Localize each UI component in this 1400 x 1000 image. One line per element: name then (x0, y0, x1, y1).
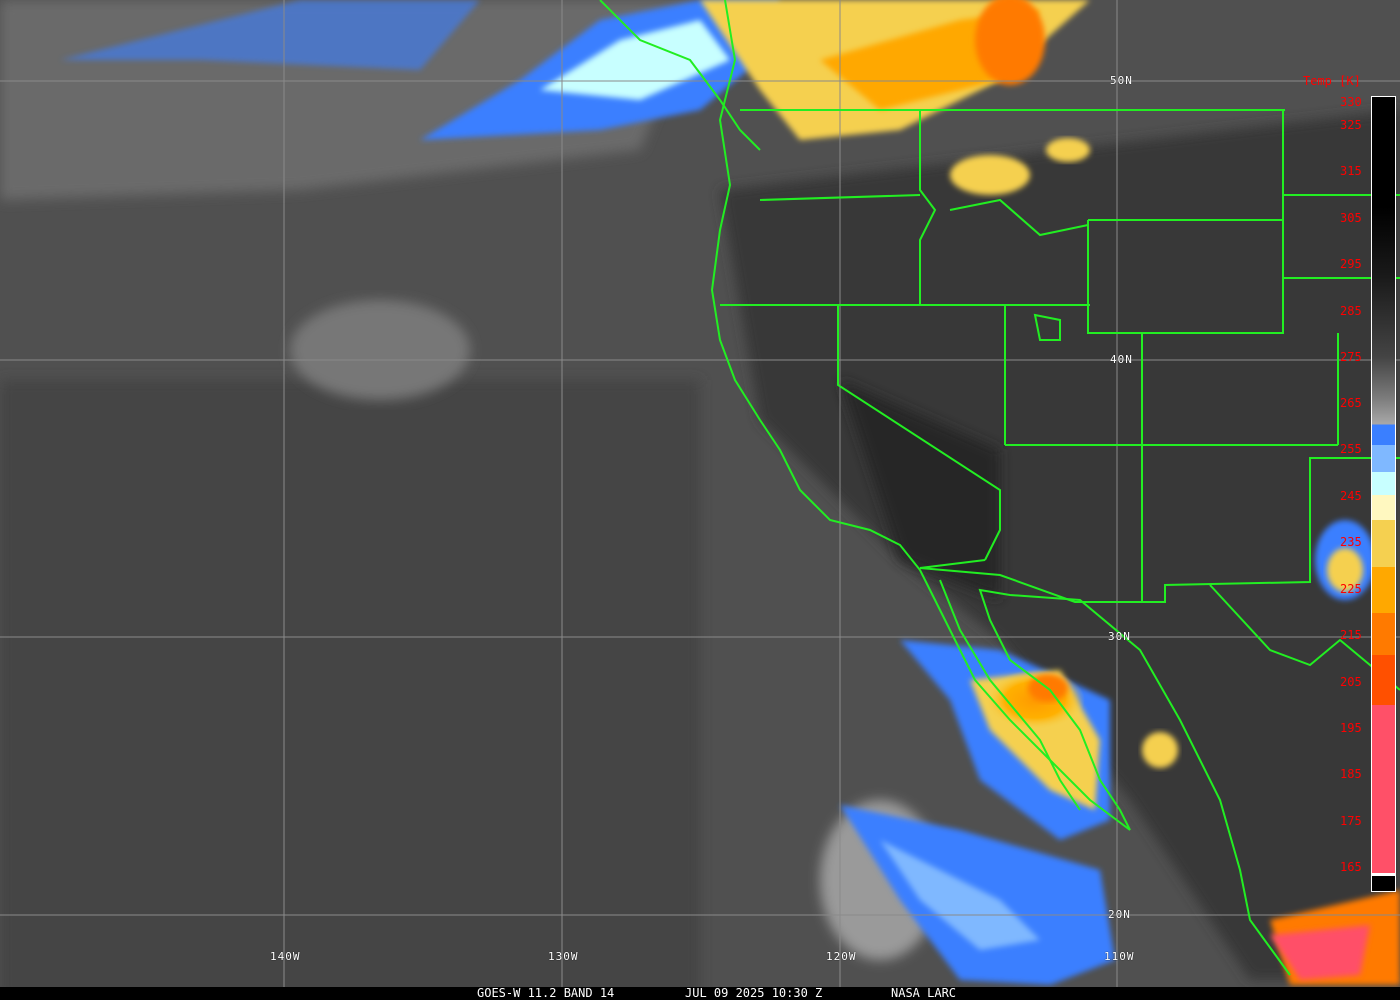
cirrus-swirl (290, 300, 470, 400)
nm-tx-border (1142, 457, 1400, 603)
colorbar-tick: 275 (1340, 350, 1362, 364)
colorbar-tick: 245 (1340, 489, 1362, 503)
colorbar-tick: 195 (1340, 721, 1362, 735)
lat-label-50n: 50N (1110, 74, 1133, 87)
colorbar-tick: 305 (1340, 211, 1362, 225)
colorbar-tick: 215 (1340, 628, 1362, 642)
colorbar-tick: 265 (1340, 396, 1362, 410)
wy-borders (1087, 110, 1400, 334)
id-mt-border (949, 198, 1089, 237)
rio-grande (1209, 584, 1400, 691)
colorbar-tick: 205 (1340, 675, 1362, 689)
observation-datetime: JUL 09 2025 10:30 Z (685, 986, 823, 1000)
desert-warm-area (840, 380, 1000, 600)
gulf-california-coast (939, 579, 1081, 811)
co-borders (1141, 333, 1339, 445)
lon-label-130w: 130W (548, 950, 579, 963)
pacific-coastline (710, 0, 1291, 976)
lon-label-120w: 120W (826, 950, 857, 963)
colorbar-tick: 295 (1340, 257, 1362, 271)
colorbar-tick: 235 (1340, 535, 1362, 549)
image-caption-bar: GOES-W 11.2 BAND 14 JUL 09 2025 10:30 Z … (0, 987, 1400, 1000)
lon-label-110w: 110W (1104, 950, 1135, 963)
low-cloud-area (0, 380, 700, 1000)
lat-label-40n: 40N (1110, 353, 1133, 366)
credit-label: NASA LARC (891, 986, 957, 1000)
cold-cloud-tops (60, 0, 1400, 985)
lon-label-140w: 140W (270, 950, 301, 963)
temperature-colorbar (1371, 96, 1396, 892)
colorbar-tick: 330 (1340, 95, 1362, 109)
satellite-band-label: GOES-W 11.2 BAND 14 (477, 986, 615, 1000)
lat-label-20n: 20N (1108, 908, 1131, 921)
colorbar-tick: 165 (1340, 860, 1362, 874)
id-west-border (919, 110, 937, 305)
colorbar-title: Temp [K] (1303, 74, 1361, 88)
wa-or-border (759, 194, 921, 201)
colorbar-tick: 325 (1340, 118, 1362, 132)
great-salt-lake (1033, 313, 1061, 341)
colorbar-tick: 225 (1340, 582, 1362, 596)
colorbar-tick: 175 (1340, 814, 1362, 828)
land-area (720, 110, 1400, 980)
ca-nv-border (837, 305, 1001, 561)
colorbar-tick: 255 (1340, 442, 1362, 456)
colorbar-tick: 185 (1340, 767, 1362, 781)
colorbar-tick: 285 (1340, 304, 1362, 318)
puget-coast (599, 0, 761, 151)
lat-label-30n: 30N (1108, 630, 1131, 643)
colorbar-tick: 315 (1340, 164, 1362, 178)
political-boundaries (599, 0, 1400, 976)
az-nm-borders (919, 445, 1143, 603)
